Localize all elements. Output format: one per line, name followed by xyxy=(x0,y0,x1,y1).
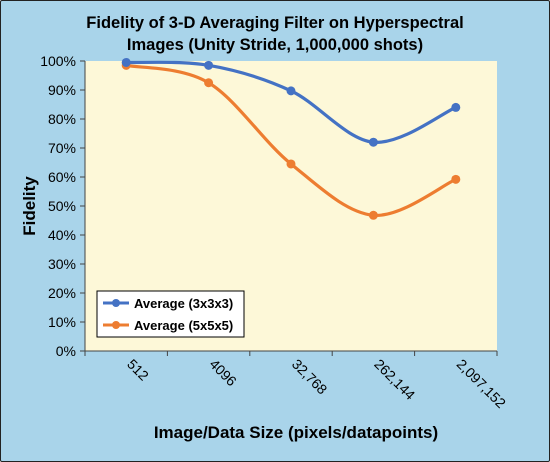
series-1-point xyxy=(204,60,214,70)
x-axis-title: Image/Data Size (pixels/datapoints) xyxy=(154,423,438,442)
x-tick-label: 512 xyxy=(124,356,152,384)
y-tick-label: 0% xyxy=(56,343,76,359)
legend-swatch-marker xyxy=(112,321,120,329)
series-2-point xyxy=(451,174,461,184)
x-tick-label: 2,097,152 xyxy=(454,356,510,412)
series-2-point xyxy=(368,210,378,220)
legend-box xyxy=(96,290,245,338)
series-1-point xyxy=(121,57,131,67)
y-tick-label: 30% xyxy=(48,256,76,272)
y-tick-label: 90% xyxy=(48,82,76,98)
x-tick-label: 32,768 xyxy=(289,356,331,398)
chart-title-line2: Images (Unity Stride, 1,000,000 shots) xyxy=(127,36,423,54)
y-tick-label: 20% xyxy=(48,285,76,301)
legend-swatch-marker xyxy=(112,299,120,307)
y-tick-label: 60% xyxy=(48,169,76,185)
series-1-point xyxy=(451,102,461,112)
y-tick-label: 80% xyxy=(48,111,76,127)
series-1-point xyxy=(286,86,296,96)
x-tick-label: 4096 xyxy=(206,356,239,389)
legend-label: Average (3x3x3) xyxy=(134,296,233,311)
y-tick-label: 50% xyxy=(48,198,76,214)
x-tick-label: 262,144 xyxy=(371,356,418,403)
series-2-point xyxy=(204,78,214,88)
series-layer xyxy=(121,57,461,220)
y-tick-label: 70% xyxy=(48,140,76,156)
series-1-point xyxy=(368,137,378,147)
x-axis-ticks: 512 4096 32,768 262,144 2,097,152 xyxy=(84,351,510,412)
y-tick-label: 40% xyxy=(48,227,76,243)
series-2-point xyxy=(286,159,296,169)
y-tick-label: 10% xyxy=(48,314,76,330)
legend-label: Average (5x5x5) xyxy=(134,318,233,333)
y-axis-ticks: 0% 10% 20% 30% 40% 50% 60% 70% 80% 90% 100% xyxy=(40,53,85,359)
legend: Average (3x3x3) Average (5x5x5) xyxy=(96,290,245,338)
y-axis-title: Fidelity xyxy=(20,176,39,236)
y-tick-label: 100% xyxy=(40,53,76,69)
chart-title-line1: Fidelity of 3-D Averaging Filter on Hype… xyxy=(86,14,463,32)
